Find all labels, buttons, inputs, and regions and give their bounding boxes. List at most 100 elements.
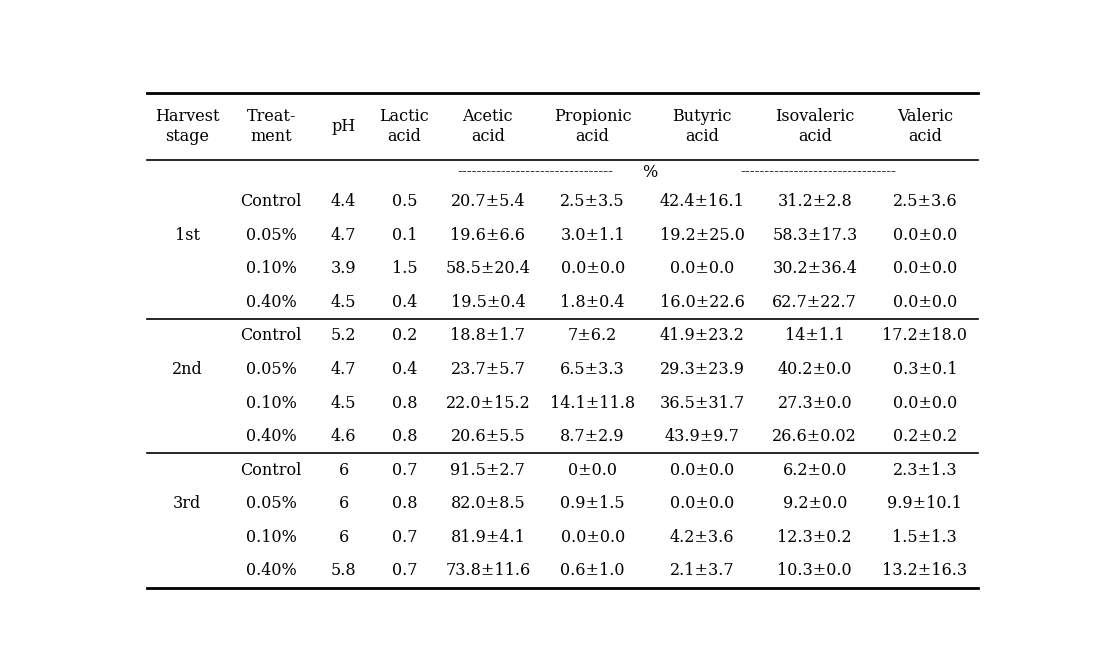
Text: 0.0±0.0: 0.0±0.0 xyxy=(670,260,735,277)
Text: 6.2±0.0: 6.2±0.0 xyxy=(783,462,847,479)
Text: 0.7: 0.7 xyxy=(392,462,417,479)
Text: 16.0±22.6: 16.0±22.6 xyxy=(660,294,744,311)
Text: 0.2: 0.2 xyxy=(392,327,417,345)
Text: 18.8±1.7: 18.8±1.7 xyxy=(450,327,525,345)
Text: --------------------------------: -------------------------------- xyxy=(741,165,897,179)
Text: 58.3±17.3: 58.3±17.3 xyxy=(772,227,858,244)
Text: 6: 6 xyxy=(338,462,349,479)
Text: 40.2±0.0: 40.2±0.0 xyxy=(777,361,852,378)
Text: 19.5±0.4: 19.5±0.4 xyxy=(450,294,525,311)
Text: 0.10%: 0.10% xyxy=(246,260,296,277)
Text: 0.0±0.0: 0.0±0.0 xyxy=(670,462,735,479)
Text: 23.7±5.7: 23.7±5.7 xyxy=(450,361,525,378)
Text: 19.6±6.6: 19.6±6.6 xyxy=(450,227,525,244)
Text: Harvest
stage: Harvest stage xyxy=(155,108,220,145)
Text: 73.8±11.6: 73.8±11.6 xyxy=(446,563,530,579)
Text: 0.0±0.0: 0.0±0.0 xyxy=(561,529,625,546)
Text: 6.5±3.3: 6.5±3.3 xyxy=(560,361,625,378)
Text: 4.7: 4.7 xyxy=(330,227,356,244)
Text: 0.3±0.1: 0.3±0.1 xyxy=(893,361,957,378)
Text: 4.5: 4.5 xyxy=(330,294,356,311)
Text: 0.0±0.0: 0.0±0.0 xyxy=(670,495,735,512)
Text: 0.8: 0.8 xyxy=(392,395,417,411)
Text: 1.8±0.4: 1.8±0.4 xyxy=(560,294,625,311)
Text: 0.0±0.0: 0.0±0.0 xyxy=(893,395,957,411)
Text: 0.8: 0.8 xyxy=(392,428,417,445)
Text: 2.1±3.7: 2.1±3.7 xyxy=(670,563,735,579)
Text: 0.10%: 0.10% xyxy=(246,395,296,411)
Text: 13.2±16.3: 13.2±16.3 xyxy=(883,563,967,579)
Text: 36.5±31.7: 36.5±31.7 xyxy=(660,395,744,411)
Text: 14.1±11.8: 14.1±11.8 xyxy=(550,395,636,411)
Text: 3.0±1.1: 3.0±1.1 xyxy=(560,227,625,244)
Text: 12.3±0.2: 12.3±0.2 xyxy=(777,529,852,546)
Text: Acetic
acid: Acetic acid xyxy=(462,108,513,145)
Text: 5.8: 5.8 xyxy=(330,563,357,579)
Text: 30.2±36.4: 30.2±36.4 xyxy=(772,260,858,277)
Text: 0.8: 0.8 xyxy=(392,495,417,512)
Text: 0±0.0: 0±0.0 xyxy=(568,462,617,479)
Text: 4.4: 4.4 xyxy=(330,193,356,210)
Text: 20.6±5.5: 20.6±5.5 xyxy=(450,428,525,445)
Text: 3.9: 3.9 xyxy=(330,260,357,277)
Text: 0.9±1.5: 0.9±1.5 xyxy=(560,495,625,512)
Text: 0.1: 0.1 xyxy=(392,227,417,244)
Text: Control: Control xyxy=(240,462,302,479)
Text: 31.2±2.8: 31.2±2.8 xyxy=(777,193,852,210)
Text: 5.2: 5.2 xyxy=(330,327,356,345)
Text: 0.05%: 0.05% xyxy=(246,495,296,512)
Text: 4.5: 4.5 xyxy=(330,395,356,411)
Text: 3rd: 3rd xyxy=(172,495,201,512)
Text: 7±6.2: 7±6.2 xyxy=(568,327,617,345)
Text: 0.7: 0.7 xyxy=(392,529,417,546)
Text: 0.0±0.0: 0.0±0.0 xyxy=(893,227,957,244)
Text: 0.40%: 0.40% xyxy=(246,428,296,445)
Text: 4.7: 4.7 xyxy=(330,361,356,378)
Text: 2.5±3.6: 2.5±3.6 xyxy=(893,193,957,210)
Text: 0.05%: 0.05% xyxy=(246,361,296,378)
Text: 0.4: 0.4 xyxy=(392,361,417,378)
Text: 6: 6 xyxy=(338,495,349,512)
Text: 0.5: 0.5 xyxy=(392,193,417,210)
Text: 22.0±15.2: 22.0±15.2 xyxy=(446,395,530,411)
Text: Isovaleric
acid: Isovaleric acid xyxy=(775,108,854,145)
Text: 0.2±0.2: 0.2±0.2 xyxy=(893,428,957,445)
Text: 1.5±1.3: 1.5±1.3 xyxy=(893,529,957,546)
Text: Lactic
acid: Lactic acid xyxy=(380,108,429,145)
Text: 20.7±5.4: 20.7±5.4 xyxy=(450,193,525,210)
Text: %: % xyxy=(642,164,658,181)
Text: Butyric
acid: Butyric acid xyxy=(672,108,732,145)
Text: Control: Control xyxy=(240,193,302,210)
Text: 0.0±0.0: 0.0±0.0 xyxy=(893,260,957,277)
Text: 19.2±25.0: 19.2±25.0 xyxy=(660,227,744,244)
Text: --------------------------------: -------------------------------- xyxy=(458,165,614,179)
Text: 0.0±0.0: 0.0±0.0 xyxy=(893,294,957,311)
Text: 91.5±2.7: 91.5±2.7 xyxy=(450,462,525,479)
Text: 82.0±8.5: 82.0±8.5 xyxy=(450,495,525,512)
Text: 6: 6 xyxy=(338,529,349,546)
Text: 2.3±1.3: 2.3±1.3 xyxy=(893,462,957,479)
Text: 58.5±20.4: 58.5±20.4 xyxy=(446,260,530,277)
Text: Treat-
ment: Treat- ment xyxy=(246,108,295,145)
Text: 26.6±0.02: 26.6±0.02 xyxy=(772,428,858,445)
Text: 2nd: 2nd xyxy=(171,361,202,378)
Text: 42.4±16.1: 42.4±16.1 xyxy=(660,193,744,210)
Text: 0.6±1.0: 0.6±1.0 xyxy=(560,563,625,579)
Text: 14±1.1: 14±1.1 xyxy=(785,327,844,345)
Text: 1st: 1st xyxy=(175,227,200,244)
Text: Propionic
acid: Propionic acid xyxy=(553,108,631,145)
Text: 0.05%: 0.05% xyxy=(246,227,296,244)
Text: 8.7±2.9: 8.7±2.9 xyxy=(560,428,625,445)
Text: 0.7: 0.7 xyxy=(392,563,417,579)
Text: pH: pH xyxy=(332,118,356,135)
Text: 2.5±3.5: 2.5±3.5 xyxy=(560,193,625,210)
Text: 1.5: 1.5 xyxy=(392,260,417,277)
Text: 62.7±22.7: 62.7±22.7 xyxy=(772,294,858,311)
Text: 0.0±0.0: 0.0±0.0 xyxy=(561,260,625,277)
Text: 4.6: 4.6 xyxy=(330,428,356,445)
Text: 0.10%: 0.10% xyxy=(246,529,296,546)
Text: Valeric
acid: Valeric acid xyxy=(897,108,953,145)
Text: 17.2±18.0: 17.2±18.0 xyxy=(883,327,967,345)
Text: 9.9±10.1: 9.9±10.1 xyxy=(887,495,962,512)
Text: 0.40%: 0.40% xyxy=(246,563,296,579)
